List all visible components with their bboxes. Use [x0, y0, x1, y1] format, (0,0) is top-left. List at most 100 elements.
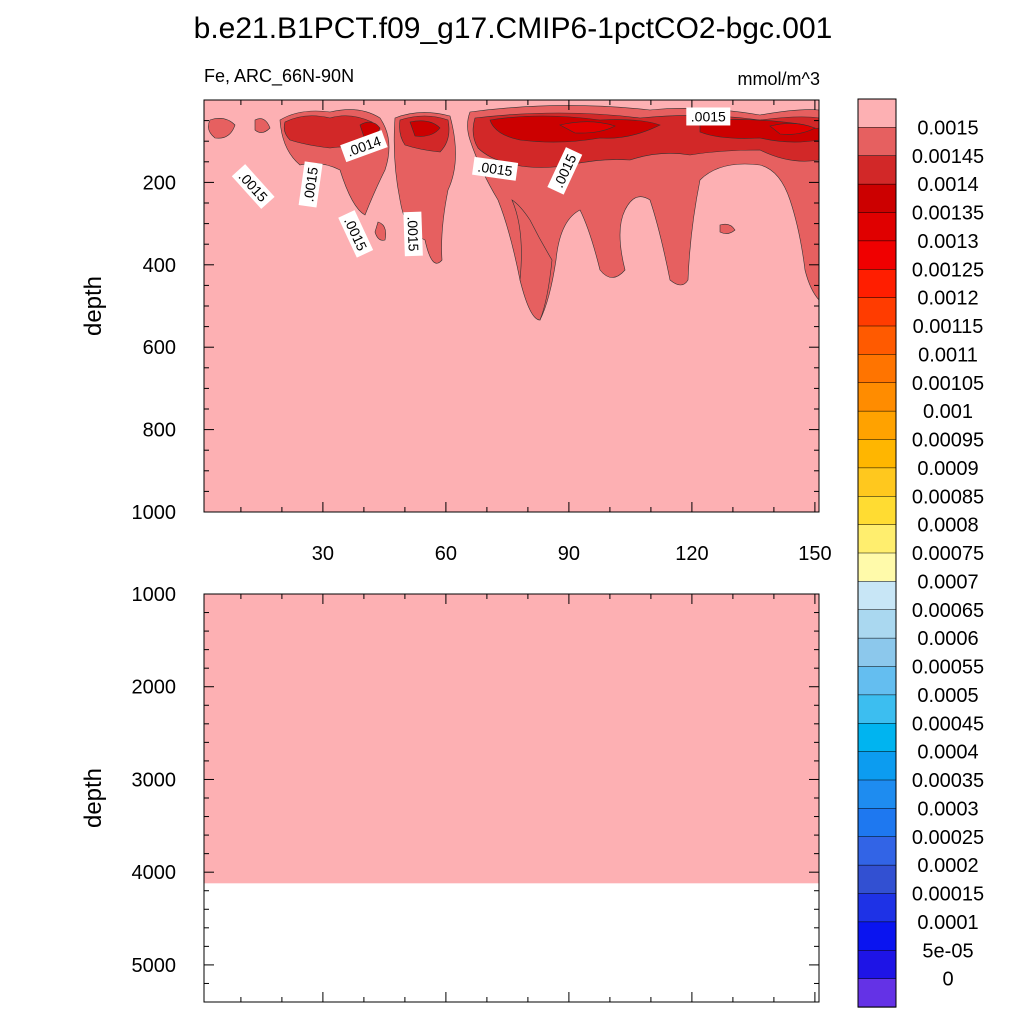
colorbar-swatch	[857, 98, 897, 129]
lower-filled-region	[204, 594, 819, 884]
y-tick-label: 1000	[132, 584, 177, 606]
colorbar-label: 0.0007	[917, 571, 978, 593]
colorbar-swatch	[857, 382, 897, 412]
colorbar-swatch	[857, 410, 897, 441]
contour-region	[208, 118, 236, 139]
colorbar-label: 0.00125	[912, 259, 984, 281]
contour-label-box	[298, 161, 323, 208]
contour-label-box	[338, 210, 374, 258]
colorbar-label: 0.0006	[917, 628, 978, 650]
colorbar-label: 0.00035	[912, 770, 984, 792]
colorbar-swatch	[857, 183, 897, 214]
colorbar-label: 0.0013	[917, 231, 978, 253]
colorbar-frame	[857, 98, 897, 1008]
colorbar-swatch	[857, 694, 897, 724]
y-tick-label: 4000	[132, 862, 177, 884]
colorbar-label: 0.0012	[917, 288, 978, 310]
colorbar: 0.0015 0.00145 0.0014 0.00135 0.0013 0.00125 0…	[857, 98, 984, 1008]
y-tick-label: 3000	[132, 769, 177, 791]
colorbar-swatch	[857, 297, 897, 327]
y-tick-label: 400	[143, 255, 176, 277]
contour-label-text: .0015	[477, 158, 514, 179]
contour-region	[409, 120, 441, 137]
colorbar-label: 0.00115	[913, 316, 984, 338]
colorbar-swatch	[857, 836, 897, 866]
colorbar-swatch	[857, 127, 897, 157]
contour-label-box	[403, 211, 423, 257]
y-tick-label: 200	[143, 172, 176, 194]
contour-label-text: .0015	[691, 108, 726, 124]
colorbar-swatch	[857, 666, 897, 696]
colorbar-label: 0.00105	[912, 373, 984, 395]
colorbar-swatch	[857, 524, 897, 554]
contour-label-box	[686, 107, 731, 126]
contour-label-box	[340, 130, 388, 163]
y-tick-label: 5000	[132, 955, 177, 977]
contour-region	[374, 221, 386, 241]
colorbar-swatch	[857, 269, 897, 299]
x-tick-label: 120	[675, 543, 708, 565]
contour-label-text: .0015	[300, 166, 321, 203]
colorbar-label: 0.00015	[912, 884, 984, 906]
colorbar-label: 0.00065	[912, 600, 984, 622]
colorbar-label: 0.0009	[917, 458, 978, 480]
contour-region	[254, 118, 271, 133]
colorbar-swatch	[857, 354, 897, 384]
x-tick-label: 30	[312, 543, 334, 565]
colorbar-swatch	[857, 808, 897, 838]
colorbar-swatch	[857, 496, 897, 526]
upper-frame	[203, 99, 820, 513]
y-tick-label: 2000	[132, 677, 177, 699]
colorbar-label: 0.0005	[917, 685, 978, 707]
colorbar-label: 0.00135	[912, 203, 984, 225]
contour-region	[559, 121, 616, 134]
upper-panel: 30 60 90 120 150 200 400 600 800 1000 .0015 .0015.…	[80, 99, 832, 565]
units-label: mmol/m^3	[738, 69, 820, 89]
colorbar-swatch	[857, 609, 897, 639]
y-tick-label: 1000	[132, 502, 177, 524]
upper-y-axis-label: depth	[80, 276, 107, 336]
colorbar-label: 0.0002	[917, 855, 978, 877]
colorbar-label: 0.0015	[917, 117, 978, 139]
colorbar-label: 0.00085	[912, 486, 984, 508]
colorbar-label: 0.001	[923, 401, 973, 423]
colorbar-swatch	[857, 723, 897, 753]
variable-label: Fe, ARC_66N-90N	[204, 66, 354, 87]
colorbar-label: 0.00045	[912, 713, 984, 735]
lower-panel: 1000 2000 3000 4000 5000 depth	[80, 584, 820, 1003]
colorbar-swatch	[857, 637, 897, 668]
colorbar-swatch	[857, 950, 897, 980]
colorbar-swatch	[857, 864, 897, 895]
colorbar-swatch	[857, 893, 897, 923]
lower-frame	[203, 593, 820, 1003]
colorbar-swatch	[857, 212, 897, 242]
colorbar-label: 0.00145	[912, 146, 984, 168]
colorbar-label: 0.00075	[912, 543, 984, 565]
colorbar-label: 0.00055	[912, 657, 984, 679]
x-tick-label: 60	[435, 543, 457, 565]
colorbar-label: 0.00025	[912, 827, 984, 849]
x-tick-label: 150	[798, 543, 831, 565]
colorbar-swatch	[857, 581, 897, 611]
contour-region	[511, 199, 553, 321]
colorbar-label: 0	[942, 969, 953, 991]
contour-region	[769, 123, 816, 135]
contour-label-box	[547, 147, 583, 195]
contour-label: .0015	[686, 107, 731, 126]
contour-region	[719, 223, 736, 234]
chart-title: b.e21.B1PCT.f09_g17.CMIP6-1pctCO2-bgc.00…	[194, 12, 833, 45]
colorbar-label: 0.0008	[917, 515, 978, 537]
contour-label: .0015	[472, 156, 519, 181]
colorbar-swatch	[857, 921, 897, 951]
colorbar-label: 0.00095	[912, 430, 984, 452]
x-tick-label: 90	[558, 543, 580, 565]
contour-label-box	[472, 156, 519, 181]
contour-label: .0015	[403, 211, 423, 257]
colorbar-swatch	[857, 467, 897, 497]
colorbar-swatch	[857, 779, 897, 810]
colorbar-swatch	[857, 325, 897, 356]
colorbar-swatch	[857, 439, 897, 469]
colorbar-swatch	[857, 155, 897, 185]
colorbar-label: 0.0014	[917, 174, 978, 196]
